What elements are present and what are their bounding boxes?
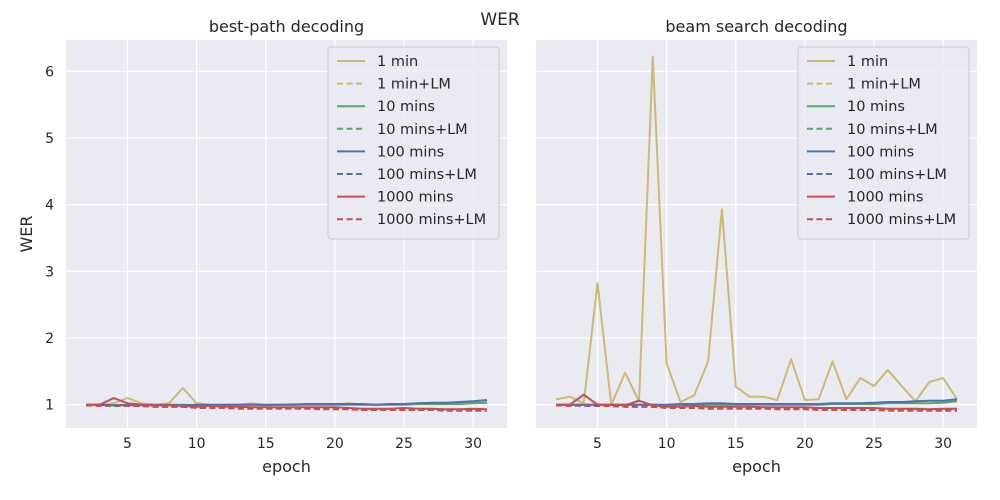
y-tick-label: 6 <box>45 64 54 80</box>
y-tick-label: 5 <box>45 131 54 147</box>
x-tick-label: 30 <box>934 436 952 452</box>
x-tick-label: 10 <box>658 436 676 452</box>
legend-entry: 1000 mins+LM <box>377 212 486 228</box>
y-tick-label: 3 <box>45 264 54 280</box>
legend-box <box>327 46 500 240</box>
x-tick-label: 25 <box>395 436 413 452</box>
series-line-1000-mins <box>86 397 488 411</box>
x-tick-label: 15 <box>727 436 745 452</box>
legend-entry: 100 mins <box>377 144 444 160</box>
x-tick-label: 5 <box>593 436 602 452</box>
x-axis-label: epoch <box>732 457 781 476</box>
y-axis-label: WER <box>17 215 36 252</box>
series-line-1000-mins-lm <box>85 404 487 412</box>
x-tick-label: 15 <box>257 436 275 452</box>
chart-title: beam search decoding <box>665 17 847 36</box>
legend-entry: 1 min+LM <box>377 77 451 93</box>
chart-title: best-path decoding <box>209 17 364 36</box>
y-tick-label: 2 <box>45 331 54 347</box>
series-line-1000-mins <box>556 393 957 411</box>
x-tick-label: 30 <box>464 436 482 452</box>
y-tick-label: 1 <box>45 398 54 414</box>
legend-entry: 10 mins+LM <box>847 122 938 138</box>
legend-entry: 1 min+LM <box>847 77 921 93</box>
legend-entry: 10 mins <box>847 99 905 115</box>
chart-panel-2: 5 10 15 20 25 30 beam search decoding epoch 1 mi… <box>536 17 977 476</box>
legend-entry: 100 mins <box>847 144 914 160</box>
x-tick-label: 25 <box>865 436 883 452</box>
legend-entry: 100 mins+LM <box>847 167 947 183</box>
legend-entry: 10 mins <box>377 99 435 115</box>
legend-entry: 1 min <box>847 54 888 70</box>
figure-suptitle: WER <box>480 10 520 30</box>
series-line-1000-mins-lm <box>555 404 957 412</box>
x-tick-label: 20 <box>796 436 814 452</box>
chart-panel-1: 5 10 15 20 25 30 1 2 3 4 5 6 best-path decoding epoch… <box>17 17 507 476</box>
series-line-1-min <box>555 55 958 406</box>
legend-entry: 1 min <box>377 54 418 70</box>
legend-entry: 10 mins+LM <box>377 122 468 138</box>
y-tick-label: 4 <box>45 198 54 214</box>
legend-entry: 1000 mins <box>847 190 923 206</box>
x-tick-label: 20 <box>326 436 344 452</box>
x-axis-label: epoch <box>262 457 311 476</box>
legend-entry: 1000 mins+LM <box>847 212 956 228</box>
legend-box <box>797 46 970 240</box>
legend-entry: 100 mins+LM <box>377 167 477 183</box>
legend-entry: 1000 mins <box>377 190 453 206</box>
x-tick-label: 10 <box>188 436 206 452</box>
x-tick-label: 5 <box>123 436 132 452</box>
